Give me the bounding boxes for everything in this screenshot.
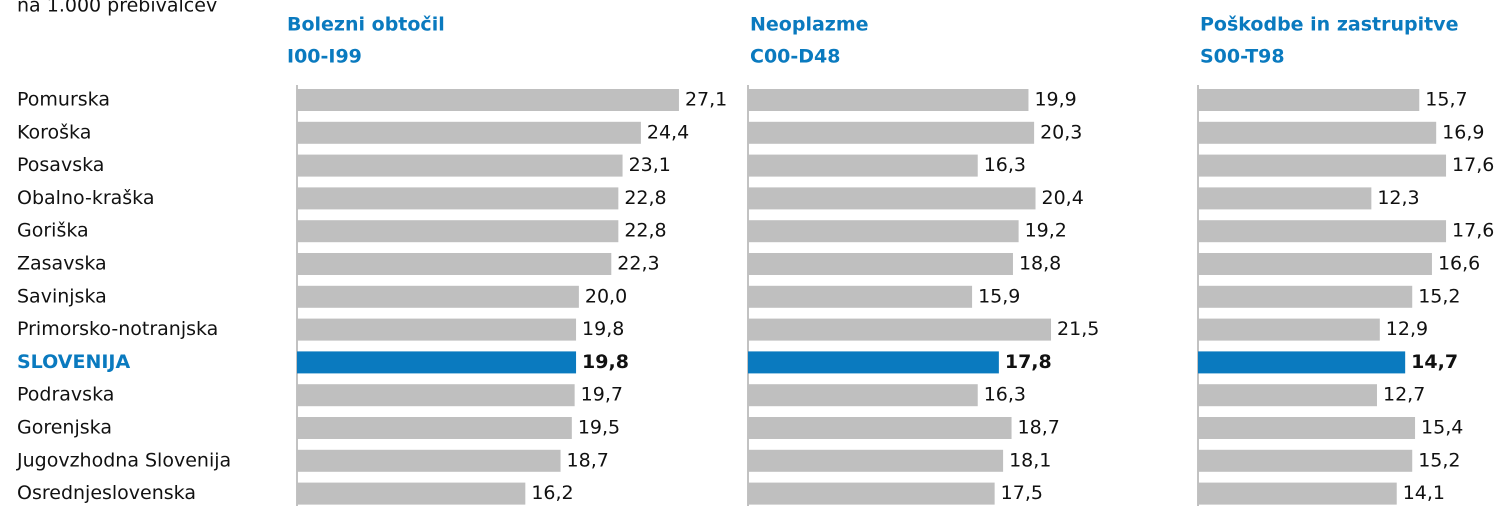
bar — [748, 449, 1004, 472]
category-label: SLOVENIJA — [17, 351, 130, 373]
category-label: Primorsko-notranjska — [17, 318, 218, 340]
value-label: 17,6 — [1452, 220, 1494, 242]
value-label: 20,0 — [585, 285, 627, 307]
value-label: 15,9 — [978, 285, 1020, 307]
bar — [748, 384, 978, 407]
bar — [297, 482, 526, 505]
value-label: 22,8 — [624, 220, 666, 242]
value-label: 18,8 — [1019, 253, 1061, 275]
value-label: 16,2 — [531, 482, 573, 504]
value-label: 21,5 — [1057, 318, 1099, 340]
value-label: 17,6 — [1452, 154, 1494, 176]
bar — [748, 318, 1052, 341]
value-label: 12,3 — [1377, 187, 1419, 209]
value-label: 15,2 — [1418, 449, 1460, 471]
bar — [1198, 384, 1377, 407]
value-label: 20,3 — [1040, 121, 1082, 143]
value-label: 17,8 — [1005, 351, 1052, 373]
panel-subtitle: S00-T98 — [1200, 46, 1285, 68]
bar — [1198, 89, 1420, 111]
bar — [748, 253, 1013, 275]
unit-label: na 1.000 prebivalcev — [17, 0, 217, 17]
value-label: 19,8 — [582, 318, 624, 340]
bar — [1198, 417, 1416, 439]
value-label: 16,6 — [1438, 253, 1480, 275]
bar — [1198, 449, 1413, 472]
value-label: 27,1 — [685, 89, 727, 111]
bar — [297, 220, 619, 243]
category-label: Osrednjeslovenska — [17, 482, 196, 504]
value-label: 19,5 — [578, 417, 620, 439]
value-label: 15,7 — [1425, 89, 1467, 111]
value-label: 18,7 — [1018, 417, 1060, 439]
bar — [297, 154, 623, 177]
value-label: 17,5 — [1001, 482, 1043, 504]
value-label: 22,8 — [624, 187, 666, 209]
bar — [1198, 482, 1397, 505]
category-label: Pomurska — [17, 89, 110, 111]
bar — [748, 351, 999, 374]
value-label: 19,7 — [581, 384, 623, 406]
bar — [1198, 187, 1372, 210]
bar — [297, 285, 579, 308]
category-label: Goriška — [17, 220, 89, 242]
value-label: 14,1 — [1403, 482, 1445, 504]
category-label: Posavska — [17, 154, 104, 176]
bar — [748, 285, 973, 308]
bar — [748, 482, 995, 505]
bar — [297, 253, 612, 275]
value-label: 16,3 — [984, 384, 1026, 406]
bar — [297, 417, 572, 439]
bar — [297, 318, 577, 341]
bar — [748, 220, 1019, 243]
bar — [748, 89, 1029, 111]
value-label: 18,1 — [1009, 449, 1051, 471]
bar — [297, 89, 679, 111]
category-label: Savinjska — [17, 285, 107, 307]
bar — [297, 121, 641, 144]
value-label: 24,4 — [647, 121, 689, 143]
bar — [1198, 220, 1447, 243]
bar — [1198, 154, 1447, 177]
panel-subtitle: I00-I99 — [287, 46, 362, 68]
category-label: Jugovzhodna Slovenija — [16, 449, 231, 471]
category-label: Gorenjska — [17, 417, 112, 439]
value-label: 22,3 — [617, 253, 659, 275]
bar — [1198, 253, 1432, 275]
value-label: 14,7 — [1411, 351, 1458, 373]
bar — [297, 449, 561, 472]
category-label: Zasavska — [17, 253, 107, 275]
bar — [748, 187, 1036, 210]
bar — [297, 384, 575, 407]
value-label: 19,9 — [1034, 89, 1076, 111]
category-label: Koroška — [17, 121, 91, 143]
bar — [1198, 121, 1437, 144]
value-label: 12,9 — [1386, 318, 1428, 340]
bar — [1198, 351, 1406, 374]
value-label: 18,7 — [567, 449, 609, 471]
bar — [297, 187, 619, 210]
bar — [748, 121, 1035, 144]
bar — [748, 154, 978, 177]
value-label: 19,8 — [582, 351, 629, 373]
bar — [748, 417, 1012, 439]
bar — [1198, 318, 1380, 341]
panel-title: Bolezni obtočil — [287, 14, 445, 36]
bar — [1198, 285, 1413, 308]
value-label: 16,9 — [1442, 121, 1484, 143]
category-label: Podravska — [17, 384, 114, 406]
category-label: Obalno-kraška — [17, 187, 154, 209]
bar — [297, 351, 577, 374]
value-label: 15,2 — [1418, 285, 1460, 307]
panel-subtitle: C00-D48 — [750, 46, 840, 68]
value-label: 15,4 — [1421, 417, 1463, 439]
value-label: 20,4 — [1042, 187, 1084, 209]
value-label: 19,2 — [1025, 220, 1067, 242]
value-label: 12,7 — [1383, 384, 1425, 406]
value-label: 16,3 — [984, 154, 1026, 176]
panel-title: Poškodbe in zastrupitve — [1200, 14, 1458, 36]
panel-title: Neoplazme — [750, 14, 869, 36]
value-label: 23,1 — [629, 154, 671, 176]
